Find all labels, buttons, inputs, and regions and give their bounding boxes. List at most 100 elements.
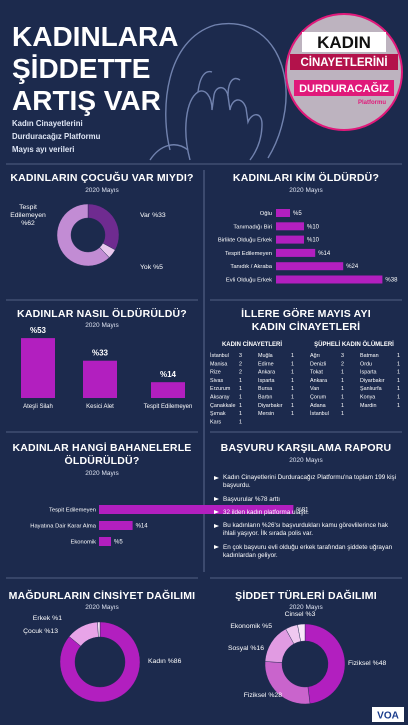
chart-subtitle: 2020 Mayıs [85,187,119,194]
city-count: 1 [239,386,242,392]
city-name: Isparta [360,370,376,376]
slice-label: Fiziksel %28 [244,692,282,700]
slice-value: %13 [44,628,58,635]
slice-name: Var [140,212,151,219]
slice-name: Erkek [32,615,51,622]
page-subtitle: Durduracağız Platformu [12,132,101,141]
city-count: 1 [397,361,400,367]
city-count: 1 [291,353,294,359]
slice-value: %5 [153,264,163,271]
category-label: Ateşli Silah [23,404,53,410]
city-name: Aksaray [210,395,230,401]
logo-text: Platformu [358,100,386,106]
slice-label: Erkek %1 [33,615,62,623]
donut-slice [304,623,346,704]
slice-value: %62 [21,220,35,227]
category-label: Evli Olduğu Erkek [226,278,272,284]
city-name: Manisa [210,361,227,367]
slice-name: Fiziksel [243,692,267,699]
chart-subtitle: 2020 Mayıs [85,322,119,329]
slice-name: Cinsel [284,611,304,618]
slice-name: Sosyal [227,645,249,652]
city-name: İstanbul [310,410,329,417]
city-name: Kars [210,419,221,425]
page-subtitle: Kadın Cinayetlerini [12,119,83,128]
city-name: Diyarbakır [360,378,385,384]
city-count: 1 [341,395,344,401]
city-name: İstanbul [210,352,229,359]
city-count: 1 [291,411,294,417]
slice-name: Fiziksel [348,660,371,667]
city-count: 3 [239,353,242,359]
chart-subtitle: 2020 Mayıs [85,470,119,477]
slice-value: %28 [268,692,282,699]
footer-logo: VOA [377,711,399,722]
slice-label: Yok %5 [140,264,163,272]
bar [83,360,117,398]
value-label: %14 [160,370,177,379]
city-name: Mardin [360,403,376,409]
logo-text: DURDURACAĞIZ [299,82,389,95]
logo: KADIN CİNAYETLERİNİ DURDURACAĞIZ Platfor… [285,13,403,131]
slice-label: Ekonomik %5 [230,623,272,631]
slice-value: %86 [167,658,182,665]
slice-label: Sosyal %16 [228,645,264,653]
city-count: 1 [341,378,344,384]
bar [276,222,304,231]
page-title: ARTIŞ VAR [12,85,161,116]
bar [151,382,185,398]
logo-ring [285,13,403,131]
city-name: Diyarbakır [258,403,283,409]
slice-label: Fiziksel %48 [348,660,386,668]
city-name: Isparta [258,378,274,384]
city-name: Erzurum [210,386,231,392]
slice-name: Ekonomik [230,623,261,630]
value-label: %33 [92,349,109,358]
chart-title: KADINLAR HANGİ BAHANELERLE ÖLDÜRÜLDÜ? [12,442,192,467]
slice-value: %3 [305,611,316,618]
logo-banner [290,54,398,70]
table-header: KADIN CİNAYETLERİ [222,341,282,348]
city-name: Muğla [258,353,273,359]
logo-text: CİNAYETLERİNİ [300,56,387,69]
report-list: Kadın Cinayetlerini Durduracağız Platfor… [214,474,400,565]
slice-label: Çocuk %13 [23,628,58,636]
slice-value: %5 [262,623,272,630]
city-count: 1 [291,386,294,392]
bar [21,338,55,398]
city-count: 1 [239,403,242,409]
city-name: Batman [360,353,379,359]
city-count: 1 [239,411,242,417]
city-name: Van [310,386,319,392]
city-name: Denizli [310,361,326,367]
bar [276,262,344,271]
city-count: 1 [239,395,242,401]
report-subtitle: 2020 Mayıs [289,457,323,464]
value-label: %24 [346,264,359,270]
city-count: 1 [341,411,344,417]
city-name: Konya [360,395,375,401]
city-count: 2 [239,370,242,376]
slice-name: Tespit Edilemeyen [10,204,46,219]
city-count: 1 [397,353,400,359]
donut-slice [297,623,306,642]
donut-slice [87,203,120,251]
city-count: 1 [291,403,294,409]
slice-label: Kadın %86 [148,658,181,666]
report-item: Kadın Cinayetlerini Durduracağız Platfor… [214,474,400,491]
page-subtitle: Mayıs ayı verileri [12,145,74,154]
slice-name: Yok [140,264,152,271]
report-item: En çok başvuru evli olduğu erkek tarafın… [214,544,400,561]
slice-label: Tespit Edilemeyen %62 [5,204,51,228]
chart-title: KADINLARI KİM ÖLDÜRDÜ? [232,172,380,184]
chart-subtitle: 2020 Mayıs [85,604,119,611]
logo-banner [294,80,394,96]
chart-subtitle: 2020 Mayıs [289,604,323,611]
city-name: Tokat [310,370,323,376]
chart-title: KADINLAR NASIL ÖLDÜRÜLDÜ? [17,308,187,320]
table-title: İLLERE GÖRE MAYIS AYI KADIN CİNAYETLERİ [241,308,371,333]
value-label: %5 [114,540,123,546]
page-title: ŞİDDETTE [12,53,150,84]
city-count: 1 [291,361,294,367]
